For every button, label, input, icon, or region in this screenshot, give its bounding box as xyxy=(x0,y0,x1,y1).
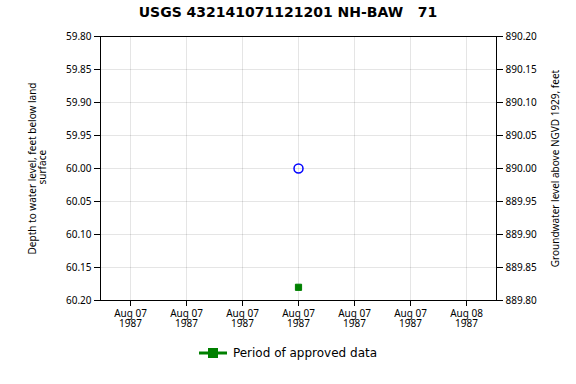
svg-text:60.00: 60.00 xyxy=(66,161,92,175)
svg-text:59.80: 59.80 xyxy=(66,29,92,43)
svg-text:59.95: 59.95 xyxy=(66,128,92,142)
svg-text:Aug 071987: Aug 071987 xyxy=(338,306,371,330)
svg-text:Aug 071987: Aug 071987 xyxy=(114,306,147,330)
svg-text:Aug 071987: Aug 071987 xyxy=(226,306,259,330)
svg-text:60.20: 60.20 xyxy=(66,293,92,307)
svg-text:889.80: 889.80 xyxy=(506,293,538,307)
svg-text:Groundwater level above NGVD 1: Groundwater level above NGVD 1929, feet xyxy=(548,69,562,267)
svg-text:60.05: 60.05 xyxy=(66,194,92,208)
html-text:USGS 432141071121201 NH-BAW 71: USGS 432141071121201 NH-BAW 71 xyxy=(138,4,438,20)
svg-text:Aug 081987: Aug 081987 xyxy=(450,306,483,330)
svg-text:59.90: 59.90 xyxy=(66,95,92,109)
svg-text:60.10: 60.10 xyxy=(66,227,92,241)
svg-text:890.20: 890.20 xyxy=(506,29,538,43)
svg-text:Aug 071987: Aug 071987 xyxy=(170,306,203,330)
svg-text:Depth to water level, feet bel: Depth to water level, feet below land su… xyxy=(25,83,49,255)
html-text:Period of approved data: Period of approved data xyxy=(232,346,378,360)
svg-text:889.95: 889.95 xyxy=(506,194,538,208)
svg-text:60.15: 60.15 xyxy=(66,260,92,274)
svg-text:Aug 071987: Aug 071987 xyxy=(394,306,427,330)
svg-text:889.90: 889.90 xyxy=(506,227,538,241)
svg-text:59.85: 59.85 xyxy=(66,62,92,76)
svg-text:890.10: 890.10 xyxy=(506,95,538,109)
svg-text:889.85: 889.85 xyxy=(506,260,538,274)
svg-text:890.00: 890.00 xyxy=(506,161,538,175)
svg-text:Aug 071987: Aug 071987 xyxy=(282,306,315,330)
svg-text:890.05: 890.05 xyxy=(506,128,538,142)
svg-text:890.15: 890.15 xyxy=(506,62,538,76)
